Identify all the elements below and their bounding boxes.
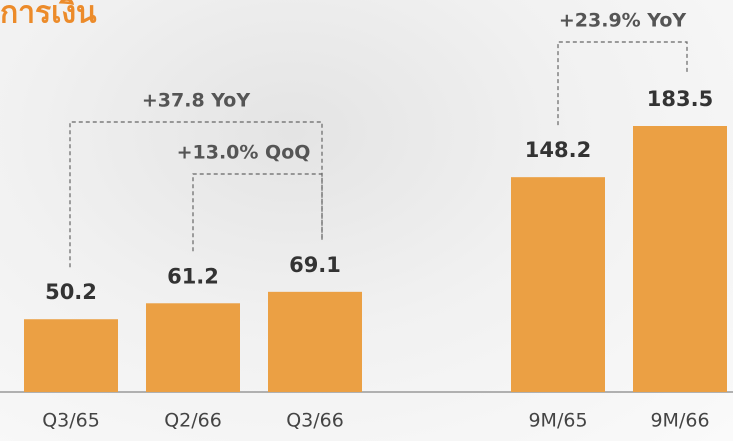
bar (633, 126, 727, 392)
value-label: 69.1 (289, 253, 341, 277)
x-tick-label: Q3/65 (42, 410, 100, 432)
x-tick-label: 9M/65 (528, 410, 587, 432)
bracket (557, 41, 688, 126)
annotation: +13.0% QoQ (177, 142, 311, 164)
x-tick-label: Q2/66 (164, 410, 222, 432)
value-label: 61.2 (167, 264, 219, 288)
chart-title: การเงิน (0, 0, 97, 31)
value-label: 183.5 (647, 87, 713, 111)
value-label: 50.2 (45, 280, 97, 304)
x-tick-label: 9M/66 (650, 410, 709, 432)
bar (146, 303, 240, 392)
annotation: +37.8 YoY (142, 90, 250, 112)
bar (511, 177, 605, 392)
x-tick-label: Q3/66 (286, 410, 344, 432)
bar (268, 291, 362, 392)
bracket (192, 173, 323, 252)
bar (24, 319, 118, 392)
annotation: +23.9% YoY (559, 10, 687, 32)
value-label: 148.2 (525, 138, 591, 162)
